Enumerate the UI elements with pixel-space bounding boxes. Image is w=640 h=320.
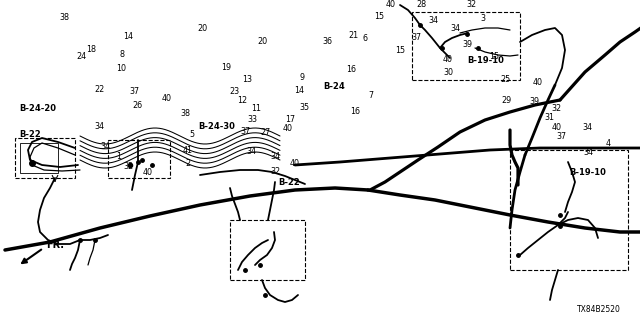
Text: B-24-30: B-24-30 <box>198 122 236 131</box>
Text: 2: 2 <box>185 159 190 168</box>
Text: 37: 37 <box>240 127 250 136</box>
Text: 15: 15 <box>395 46 405 55</box>
Text: 40: 40 <box>443 55 453 64</box>
Text: 36: 36 <box>323 37 333 46</box>
Bar <box>20 143 58 173</box>
Text: 34: 34 <box>246 148 257 156</box>
Bar <box>108 140 170 178</box>
Text: 6: 6 <box>363 34 368 43</box>
Text: 12: 12 <box>237 96 247 105</box>
Text: 32: 32 <box>466 0 476 9</box>
Text: 26: 26 <box>132 101 143 110</box>
Text: 28: 28 <box>416 0 426 9</box>
Text: B-24-20: B-24-20 <box>19 104 56 113</box>
Text: 14: 14 <box>294 86 305 95</box>
Text: 17: 17 <box>285 116 295 124</box>
Text: FR.: FR. <box>46 240 64 250</box>
Text: 34: 34 <box>429 16 439 25</box>
Text: 37: 37 <box>129 87 140 96</box>
Text: 29: 29 <box>502 96 512 105</box>
Bar <box>412 12 520 80</box>
Text: 1: 1 <box>116 152 121 161</box>
Text: 38: 38 <box>59 13 69 22</box>
Text: 25: 25 <box>500 75 511 84</box>
Text: 10: 10 <box>116 64 127 73</box>
Text: 23: 23 <box>229 87 239 96</box>
Text: 21: 21 <box>349 31 359 40</box>
Text: 37: 37 <box>557 132 567 141</box>
Text: 34: 34 <box>270 152 280 161</box>
Text: 7: 7 <box>369 91 374 100</box>
Text: 9: 9 <box>300 73 305 82</box>
Text: 13: 13 <box>242 75 252 84</box>
Text: 41: 41 <box>182 146 193 155</box>
Text: 40: 40 <box>142 168 152 177</box>
Text: 40: 40 <box>283 124 293 133</box>
Text: B-19-10: B-19-10 <box>467 56 504 65</box>
Text: 40: 40 <box>289 159 300 168</box>
Text: 40: 40 <box>161 94 172 103</box>
Text: 34: 34 <box>100 142 111 151</box>
Text: 35: 35 <box>300 103 310 112</box>
Text: 39: 39 <box>529 97 540 106</box>
Text: 32: 32 <box>552 104 562 113</box>
Text: 16: 16 <box>346 65 356 74</box>
Text: 34: 34 <box>582 123 593 132</box>
Text: 24: 24 <box>77 52 87 61</box>
Text: 3: 3 <box>481 14 486 23</box>
Text: 15: 15 <box>374 12 385 21</box>
Text: 15: 15 <box>489 52 499 61</box>
Text: B-22: B-22 <box>278 178 300 187</box>
Text: 40: 40 <box>532 78 543 87</box>
Text: 18: 18 <box>86 45 96 54</box>
Text: 40: 40 <box>385 0 396 9</box>
Text: 34: 34 <box>451 24 461 33</box>
Text: 4: 4 <box>605 140 611 148</box>
Bar <box>230 220 305 280</box>
Text: 34: 34 <box>94 122 104 131</box>
Text: 34: 34 <box>584 148 594 157</box>
Text: 31: 31 <box>544 113 554 122</box>
Text: 30: 30 <box>443 68 453 77</box>
Text: B-22: B-22 <box>19 130 41 139</box>
Text: 8: 8 <box>119 50 124 59</box>
Text: 5: 5 <box>189 130 195 139</box>
Bar <box>510 150 628 270</box>
Text: 38: 38 <box>180 109 191 118</box>
Text: 32: 32 <box>123 162 133 171</box>
Text: 20: 20 <box>257 37 268 46</box>
Text: 32: 32 <box>270 167 280 176</box>
Text: 14: 14 <box>123 32 133 41</box>
Bar <box>15 138 75 178</box>
Text: 16: 16 <box>350 108 360 116</box>
Text: TX84B2520: TX84B2520 <box>577 305 621 314</box>
Text: 39: 39 <box>462 40 472 49</box>
Text: 19: 19 <box>221 63 232 72</box>
Text: 40: 40 <box>552 123 562 132</box>
Text: B-24: B-24 <box>323 82 345 91</box>
Text: 33: 33 <box>248 116 258 124</box>
Text: 37: 37 <box>412 33 422 42</box>
Text: B-19-10: B-19-10 <box>570 168 607 177</box>
Text: 20: 20 <box>197 24 207 33</box>
Text: 11: 11 <box>251 104 261 113</box>
Text: 27: 27 <box>260 128 271 137</box>
Text: 22: 22 <box>94 85 104 94</box>
